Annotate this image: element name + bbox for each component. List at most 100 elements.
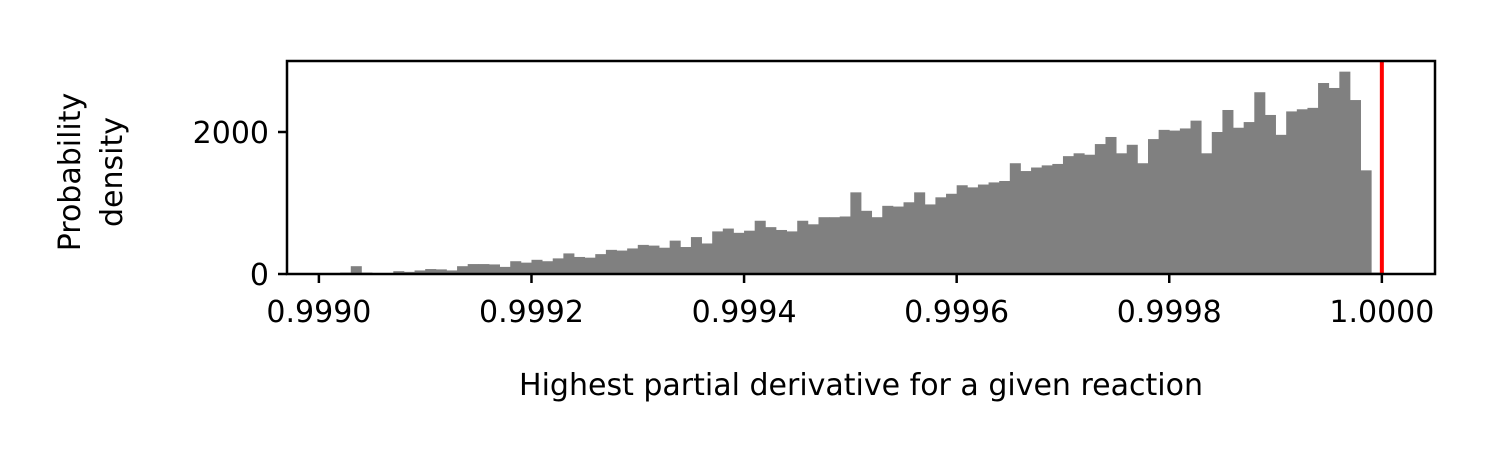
histogram-bar	[1286, 111, 1298, 274]
histogram-bar	[1328, 87, 1340, 274]
histogram-bar	[786, 231, 798, 274]
histogram-bar	[1179, 128, 1191, 274]
histogram-bar	[722, 228, 734, 274]
histogram-bar	[1307, 107, 1319, 274]
histogram-bar	[627, 248, 639, 274]
histogram-bar	[892, 206, 904, 274]
x-tick-label: 1.0000	[1329, 295, 1434, 330]
histogram-bar	[712, 231, 724, 274]
histogram-bar	[1296, 109, 1308, 274]
histogram-bar	[1084, 154, 1096, 274]
histogram-bar	[946, 193, 958, 274]
histogram-bar	[669, 240, 681, 274]
histogram-bar	[1158, 129, 1170, 274]
histogram-bar	[542, 261, 554, 274]
histogram-bar	[595, 254, 607, 274]
histogram-bar	[797, 220, 809, 274]
histogram-bar	[754, 220, 766, 274]
histogram-bar	[829, 217, 841, 274]
histogram-bar	[744, 230, 756, 274]
histogram-bar	[1222, 109, 1234, 275]
histogram-bar	[414, 270, 426, 274]
x-tick-label: 0.9996	[904, 295, 1009, 330]
histogram-bar	[1243, 122, 1255, 274]
histogram-bar	[701, 243, 713, 274]
histogram-bar	[393, 271, 405, 274]
plot-frame	[285, 59, 1437, 276]
histogram-bar	[1318, 83, 1330, 274]
histogram-bar	[1201, 153, 1213, 274]
histogram-bar	[1360, 170, 1372, 274]
histogram-bar	[574, 256, 586, 274]
histogram-bar	[1264, 114, 1276, 275]
histogram-bar	[1275, 134, 1287, 274]
histogram-bar	[1116, 153, 1128, 274]
histogram-bar	[1094, 144, 1106, 274]
x-tick-label: 0.9998	[1117, 295, 1222, 330]
histogram-bar	[680, 247, 692, 274]
histogram-bar	[435, 269, 447, 274]
histogram-bar	[1052, 163, 1064, 274]
histogram-bar	[967, 187, 979, 274]
histogram-bar	[1169, 130, 1181, 274]
histogram-bar	[914, 192, 926, 274]
histogram-bar	[563, 253, 575, 274]
histogram-bar	[659, 247, 671, 274]
y-axis-label-line-2: density	[95, 117, 130, 227]
histogram-bar	[605, 249, 617, 274]
histogram-bar	[1190, 120, 1202, 274]
histogram-bar	[1073, 153, 1085, 274]
histogram-bar	[956, 185, 968, 274]
histogram-bar	[457, 266, 469, 274]
histogram-bar	[1062, 156, 1074, 274]
y-tick-label: 0	[250, 258, 269, 293]
histogram-bar	[1105, 136, 1117, 274]
x-axis-ticks: 0.9990 0.9992 0.9994 0.9996 0.9998 1.0000	[266, 274, 1434, 330]
histogram-bar	[977, 184, 989, 274]
histogram-bar	[935, 197, 947, 274]
histogram-bars	[318, 71, 1383, 275]
histogram-bar	[637, 244, 649, 274]
histogram-bar	[1041, 165, 1053, 274]
histogram-bar	[488, 264, 500, 274]
histogram-bar	[1020, 171, 1032, 274]
histogram-bar	[446, 270, 458, 274]
histogram-bar	[1211, 132, 1223, 274]
histogram-bar	[988, 182, 1000, 274]
histogram-bar	[839, 216, 851, 274]
histogram-bar	[350, 266, 362, 274]
histogram-bar	[871, 217, 883, 274]
histogram-bar	[1339, 71, 1351, 275]
histogram-bar	[1031, 167, 1043, 274]
histogram-bar	[531, 259, 543, 274]
histogram-bar	[775, 229, 787, 274]
histogram-bar	[1009, 163, 1021, 274]
histogram-bar	[1233, 127, 1245, 275]
histogram-bar	[478, 264, 490, 274]
y-tick-label: 2000	[193, 116, 269, 151]
y-axis-label-line-1: Probability	[53, 93, 88, 252]
histogram-bar	[850, 192, 862, 274]
histogram-bar	[1349, 100, 1361, 274]
histogram-bar	[903, 202, 915, 274]
histogram-bar	[999, 180, 1011, 274]
histogram-bar	[882, 205, 894, 274]
histogram-bar	[584, 257, 596, 274]
histogram-bar	[552, 258, 564, 274]
histogram-bar	[924, 204, 936, 274]
histogram-bar	[1126, 144, 1138, 274]
histogram-bar	[520, 262, 532, 274]
histogram-bar	[807, 224, 819, 274]
histogram-bar	[1254, 92, 1266, 275]
histogram-bar	[425, 269, 437, 274]
histogram-bar	[1137, 163, 1149, 274]
histogram-bar	[648, 245, 660, 274]
histogram-bar	[510, 261, 522, 274]
histogram-bar	[616, 250, 628, 274]
y-axis-label: Probability density	[53, 93, 130, 252]
x-tick-label: 0.9994	[692, 295, 797, 330]
x-tick-label: 0.9992	[479, 295, 584, 330]
histogram-bar	[861, 210, 873, 274]
histogram-bar	[765, 227, 777, 274]
